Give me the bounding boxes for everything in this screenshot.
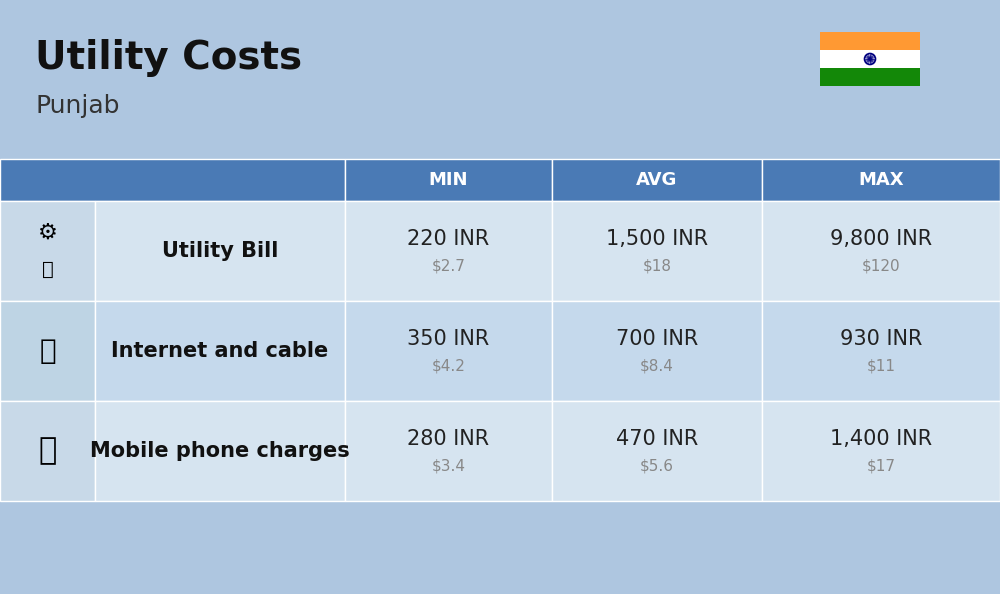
FancyBboxPatch shape [0,401,95,501]
Text: $11: $11 [866,359,896,374]
Text: $18: $18 [642,258,672,273]
Text: Utility Bill: Utility Bill [162,241,278,261]
Text: AVG: AVG [636,171,678,189]
Text: Internet and cable: Internet and cable [111,341,329,361]
Text: Punjab: Punjab [35,94,120,118]
FancyBboxPatch shape [820,50,920,68]
FancyBboxPatch shape [820,32,920,50]
Text: $120: $120 [862,258,900,273]
Text: 280 INR: 280 INR [407,429,490,449]
FancyBboxPatch shape [552,401,762,501]
FancyBboxPatch shape [0,159,345,201]
FancyBboxPatch shape [95,201,345,301]
FancyBboxPatch shape [345,159,552,201]
Text: 470 INR: 470 INR [616,429,698,449]
Text: 700 INR: 700 INR [616,329,698,349]
Text: Mobile phone charges: Mobile phone charges [90,441,350,461]
FancyBboxPatch shape [95,401,345,501]
FancyBboxPatch shape [762,159,1000,201]
Text: ⚙️: ⚙️ [38,223,58,243]
Text: 📱: 📱 [38,437,57,466]
FancyBboxPatch shape [552,159,762,201]
Text: 🔌: 🔌 [42,260,53,279]
Text: Utility Costs: Utility Costs [35,39,302,77]
FancyBboxPatch shape [762,401,1000,501]
FancyBboxPatch shape [345,301,552,401]
Text: $3.4: $3.4 [431,459,465,473]
Text: MAX: MAX [858,171,904,189]
FancyBboxPatch shape [345,401,552,501]
Text: 220 INR: 220 INR [407,229,490,249]
Text: 9,800 INR: 9,800 INR [830,229,932,249]
FancyBboxPatch shape [820,68,920,86]
Text: 930 INR: 930 INR [840,329,922,349]
FancyBboxPatch shape [552,301,762,401]
FancyBboxPatch shape [0,201,95,301]
FancyBboxPatch shape [762,201,1000,301]
FancyBboxPatch shape [345,201,552,301]
Text: 350 INR: 350 INR [407,329,490,349]
FancyBboxPatch shape [762,301,1000,401]
Text: MIN: MIN [429,171,468,189]
FancyBboxPatch shape [0,301,95,401]
Text: $5.6: $5.6 [640,459,674,473]
Text: 1,400 INR: 1,400 INR [830,429,932,449]
Text: $4.2: $4.2 [432,359,465,374]
Text: $2.7: $2.7 [432,258,465,273]
Text: 📡: 📡 [39,337,56,365]
Circle shape [869,58,871,60]
Text: 1,500 INR: 1,500 INR [606,229,708,249]
Text: $8.4: $8.4 [640,359,674,374]
FancyBboxPatch shape [552,201,762,301]
FancyBboxPatch shape [95,301,345,401]
Text: $17: $17 [866,459,896,473]
